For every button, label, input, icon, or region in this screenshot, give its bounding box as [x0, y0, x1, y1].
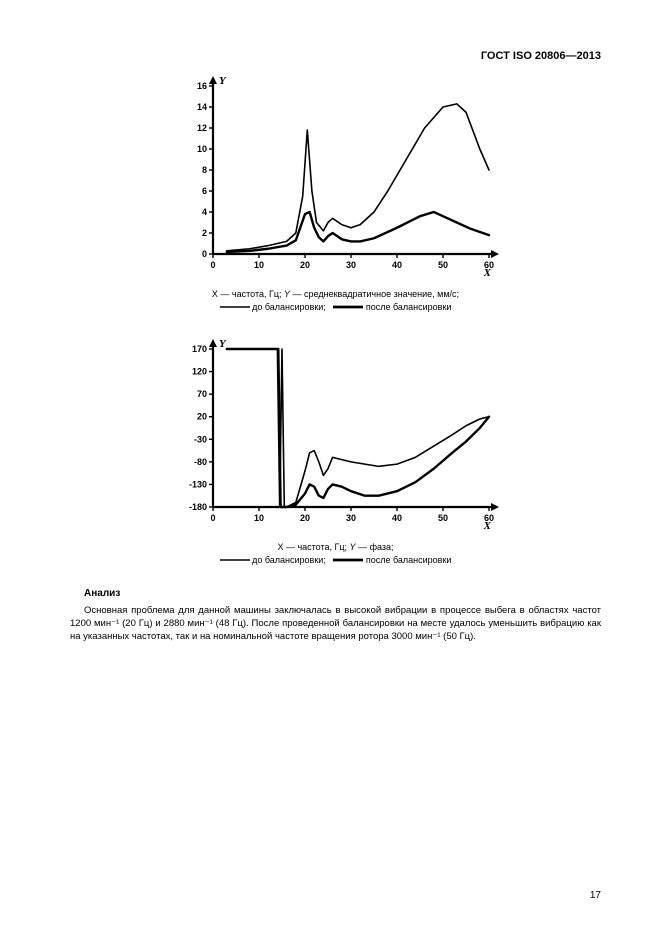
chart1-legend-after-icon [333, 303, 363, 311]
svg-text:X: X [482, 520, 491, 532]
svg-text:0: 0 [210, 513, 215, 523]
chart2-wrap: 0102030405060-180-130-80-302070120170YX … [70, 335, 601, 566]
chart2-caption-pre: X — частота, Гц; [277, 542, 349, 552]
analysis-body: Основная проблема для данной машины закл… [70, 605, 601, 643]
svg-text:10: 10 [253, 513, 263, 523]
svg-text:2: 2 [201, 228, 206, 238]
svg-text:20: 20 [196, 412, 206, 422]
page: ГОСТ ISO 20806—2013 01020304050600246810… [0, 0, 661, 936]
svg-text:X: X [482, 267, 491, 279]
chart1: 01020304050600246810121416YX [171, 72, 501, 282]
chart2-legend-after-icon [333, 556, 363, 564]
svg-text:170: 170 [191, 344, 206, 354]
svg-text:-130: -130 [188, 480, 206, 490]
svg-text:120: 120 [191, 367, 206, 377]
svg-text:10: 10 [196, 144, 206, 154]
spacer [70, 313, 601, 335]
svg-text:30: 30 [345, 260, 355, 270]
svg-text:12: 12 [196, 123, 206, 133]
chart1-caption-post: — среднеквадратичное значение, мм/с; [290, 289, 459, 299]
standard-code-header: ГОСТ ISO 20806—2013 [70, 50, 601, 62]
analysis-title: Анализ [84, 588, 601, 599]
chart2-legend-before-icon [220, 556, 250, 564]
chart2: 0102030405060-180-130-80-302070120170YX [171, 335, 501, 535]
svg-text:0: 0 [201, 249, 206, 259]
chart2-caption: XX — частота, Гц; Y — фаза; до балансиро… [220, 541, 452, 566]
svg-text:-180: -180 [188, 502, 206, 512]
svg-text:50: 50 [437, 513, 447, 523]
svg-text:50: 50 [437, 260, 447, 270]
svg-text:40: 40 [391, 260, 401, 270]
chart1-caption-pre: X — частота, Гц; [212, 289, 284, 299]
chart1-legend-after: после балансировки [366, 302, 452, 312]
svg-text:4: 4 [201, 207, 206, 217]
chart1-caption: XX — частота, Гц; Y — среднеквадратичное… [212, 288, 459, 313]
svg-text:-30: -30 [193, 434, 206, 444]
svg-text:6: 6 [201, 186, 206, 196]
svg-text:-80: -80 [193, 457, 206, 467]
svg-text:Y: Y [219, 75, 227, 87]
svg-text:14: 14 [196, 102, 206, 112]
chart2-legend-after: после балансировки [366, 555, 452, 565]
svg-text:20: 20 [299, 513, 309, 523]
svg-text:0: 0 [210, 260, 215, 270]
svg-text:Y: Y [219, 338, 227, 350]
page-number: 17 [590, 890, 601, 901]
svg-text:20: 20 [299, 260, 309, 270]
chart1-legend-before: до балансировки; [252, 302, 326, 312]
svg-text:70: 70 [196, 389, 206, 399]
chart2-legend-before: до балансировки; [252, 555, 326, 565]
svg-text:16: 16 [196, 81, 206, 91]
chart1-legend-before-icon [220, 303, 250, 311]
svg-text:40: 40 [391, 513, 401, 523]
svg-text:8: 8 [201, 165, 206, 175]
chart1-wrap: 01020304050600246810121416YX XX — частот… [70, 72, 601, 313]
svg-text:30: 30 [345, 513, 355, 523]
svg-text:10: 10 [253, 260, 263, 270]
chart2-caption-post: — фаза; [356, 542, 394, 552]
